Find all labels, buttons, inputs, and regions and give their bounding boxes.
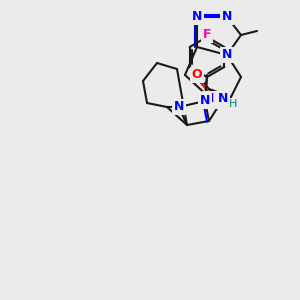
Text: N: N xyxy=(222,49,232,62)
Text: H: H xyxy=(229,99,237,109)
Text: N: N xyxy=(174,100,184,113)
Text: N: N xyxy=(200,94,210,107)
Text: H: H xyxy=(215,98,223,108)
Text: N: N xyxy=(192,11,202,23)
Text: N: N xyxy=(204,92,214,106)
Text: N: N xyxy=(218,92,228,106)
Text: N: N xyxy=(222,11,232,23)
Text: O: O xyxy=(192,68,202,82)
Text: F: F xyxy=(203,28,211,41)
